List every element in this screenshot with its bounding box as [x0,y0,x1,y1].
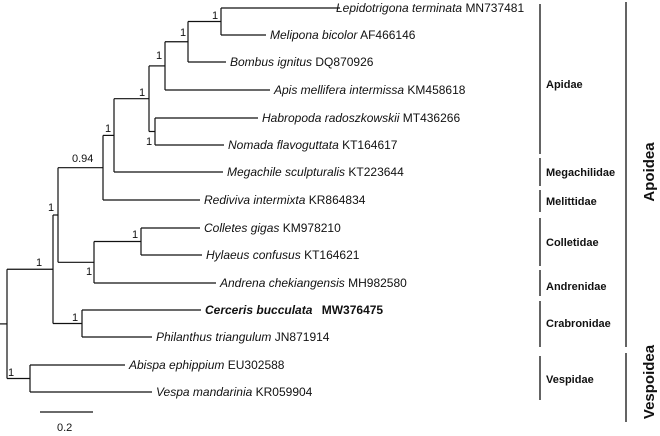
support-value: 1 [212,10,218,22]
taxon-label: Melipona bicolor AF466146 [270,28,416,42]
superfamily-brackets: Apoidea Vespoidea [625,2,658,422]
taxon-label: Apis mellifera intermissa KM458618 [273,83,466,97]
taxon-label: Rediviva intermixta KR864834 [204,193,366,207]
superfamily-label-apoidea: Apoidea [641,142,658,202]
family-label-colletidae: Colletidae [546,237,599,249]
taxon-label: Philanthus triangulum JN871914 [156,330,330,344]
support-value: 1 [105,123,111,135]
support-value: 1 [36,257,42,269]
support-value: 1 [139,87,145,99]
taxon-label-highlighted: Cerceris bucculata MW376475 [205,303,383,317]
support-value: 1 [146,136,152,148]
family-label-crabronidae: Crabronidae [546,318,611,330]
family-label-andrenidae: Andrenidae [546,281,607,293]
support-value: 1 [180,27,186,39]
support-value: 1 [86,266,92,278]
support-value: 1 [48,202,54,214]
taxon-label: Andrena chekiangensis MH982580 [219,276,407,290]
taxon-labels: Lepidotrigona terminata MN737481 Melipon… [128,1,524,399]
family-label-vespidae: Vespidae [546,374,594,386]
taxon-label: Bombus ignitus DQ870926 [230,55,374,69]
taxon-label: Lepidotrigona terminata MN737481 [336,1,524,15]
support-value: 0.94 [72,153,93,165]
superfamily-label-vespoidea: Vespoidea [641,344,658,419]
taxon-label: Abispa ephippium EU302588 [128,358,285,372]
family-label-megachilidae: Megachilidae [546,167,615,179]
support-value: 1 [132,229,138,241]
scale-bar-label: 0.2 [57,422,72,434]
support-value: 1 [72,312,78,324]
taxon-label: Nomada flavoguttata KT164617 [228,138,398,152]
taxon-label: Megachile sculpturalis KT223644 [227,165,404,179]
taxon-label: Vespa mandarinia KR059904 [156,385,313,399]
support-value: 1 [156,50,162,62]
support-value: 1 [8,367,14,379]
support-values: 1 1 1 1 1 1 0.94 1 1 1 1 1 1 [8,10,218,379]
taxon-label: Hylaeus confusus KT164621 [206,248,360,262]
scale-bar: 0.2 [40,411,93,434]
family-label-apidae: Apidae [546,79,583,91]
family-label-melittidae: Melittidae [546,196,597,208]
family-brackets: Apidae Megachilidae Melittidae Colletida… [539,4,615,400]
taxon-label: Habropoda radoszkowskii MT436266 [262,111,460,125]
taxon-label: Colletes gigas KM978210 [204,221,341,235]
tree-branches [0,7,340,393]
